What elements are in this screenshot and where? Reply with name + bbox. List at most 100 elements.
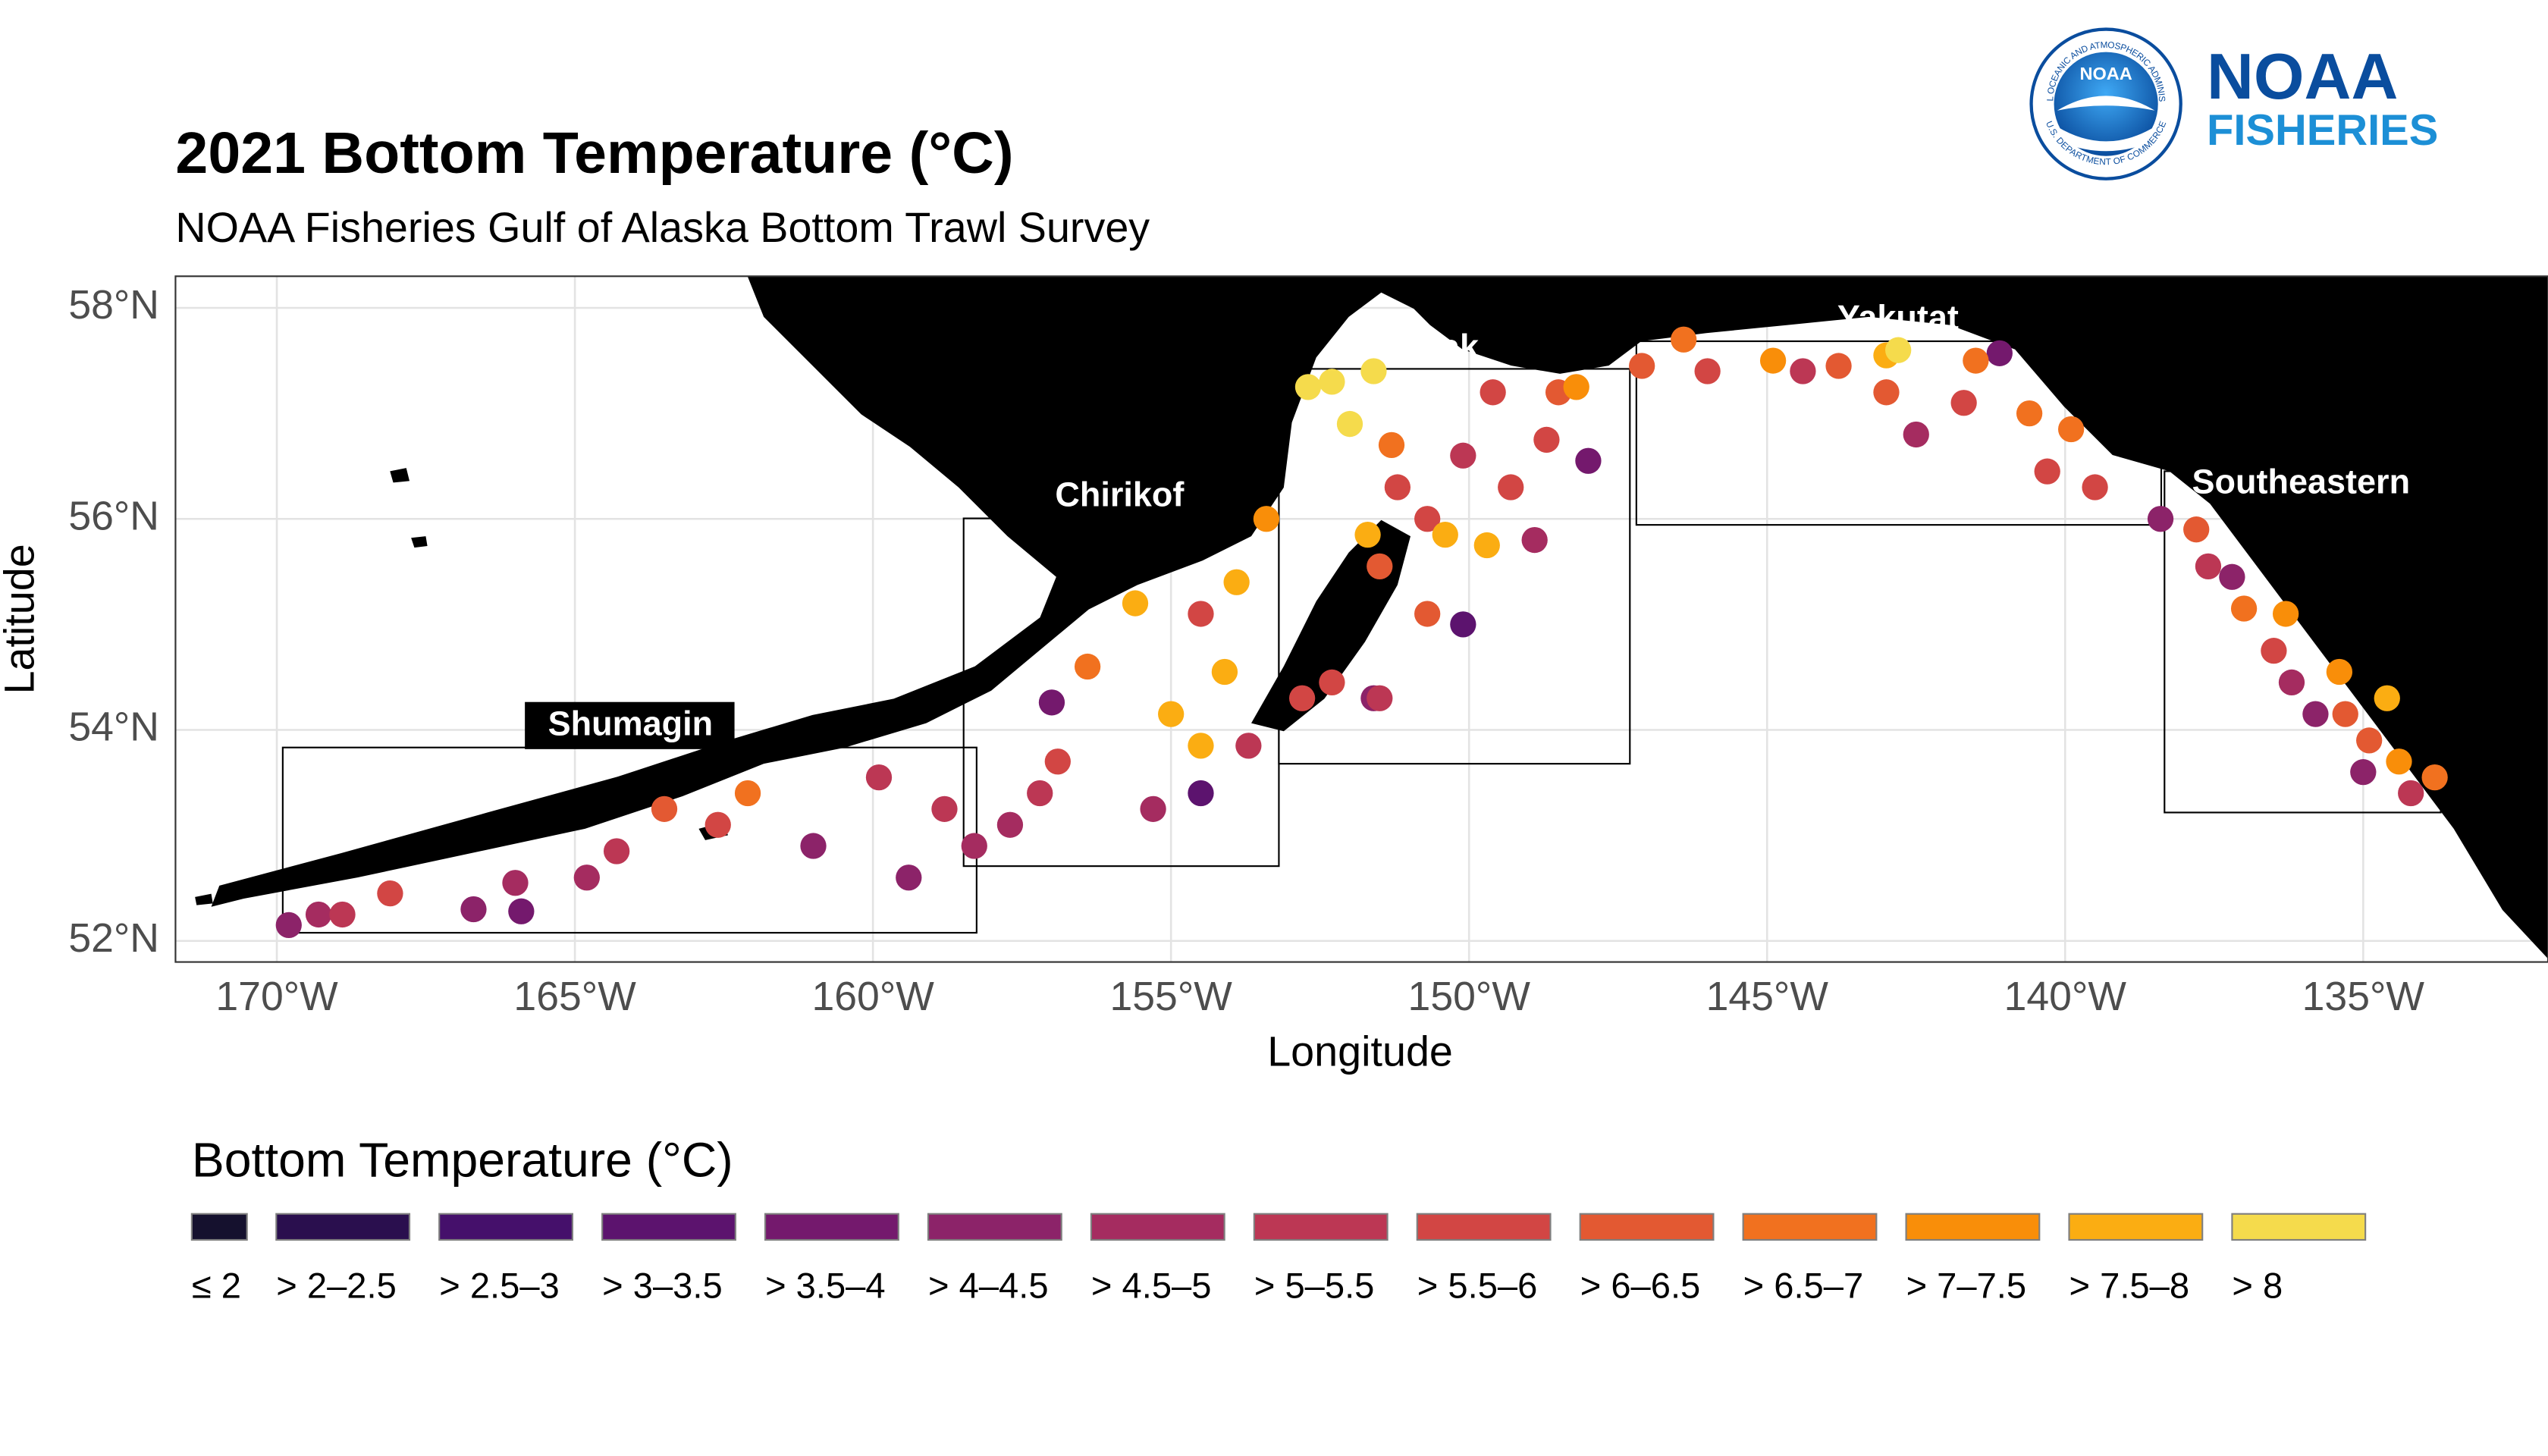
station-point	[2082, 474, 2108, 500]
station-point	[1253, 506, 1280, 532]
x-tick-label: 160°W	[811, 974, 934, 1019]
legend-label: > 4.5–5	[1091, 1266, 1212, 1306]
legend-label: > 2.5–3	[439, 1266, 560, 1306]
station-point	[734, 780, 761, 807]
y-tick-label: 52°N	[68, 916, 159, 961]
station-point	[1480, 379, 1506, 406]
station-point	[1158, 701, 1185, 727]
legend-label: > 6.5–7	[1743, 1266, 1864, 1306]
y-axis-title: Latitude	[0, 544, 43, 694]
station-point	[1563, 374, 1589, 400]
station-point	[1432, 521, 1458, 548]
station-point	[1074, 653, 1101, 680]
station-point	[1694, 358, 1721, 384]
legend-label: > 3–3.5	[602, 1266, 723, 1306]
station-point	[2261, 638, 2287, 664]
station-point	[1378, 431, 1405, 459]
station-point	[1319, 369, 1345, 395]
logo-wordmark: NOAA	[2207, 40, 2398, 113]
station-point	[2332, 701, 2358, 727]
station-point	[1038, 689, 1065, 716]
x-tick-label: 145°W	[1706, 974, 1829, 1019]
station-point	[1414, 601, 1441, 627]
legend-swatch	[1905, 1213, 2041, 1241]
legend: ≤ 2 > 2–2.5 > 2.5–3 > 3–3.5 > 3.5–4 > 4–4.5 > …	[190, 1213, 2367, 1306]
land-mainland	[211, 276, 2548, 959]
region-labels: Shumagin Chirikof Kodiak Yakutat Southeaster…	[525, 298, 2410, 749]
station-point	[2195, 553, 2222, 580]
station-point	[2326, 658, 2353, 686]
station-point	[1903, 421, 1929, 448]
legend-label: > 6–6.5	[1580, 1266, 1701, 1306]
station-point	[1533, 426, 1560, 453]
station-point	[1950, 390, 1977, 416]
x-axis-title: Longitude	[1267, 1028, 1453, 1075]
land-island	[411, 536, 428, 548]
legend-label: ≤ 2	[192, 1266, 241, 1306]
region-box	[2164, 470, 2442, 814]
station-point	[1294, 374, 1322, 400]
station-point	[1360, 358, 1387, 384]
station-point	[896, 864, 922, 891]
region-label: Chirikof	[1055, 475, 1185, 514]
station-point	[1825, 353, 1852, 379]
x-tick-label: 135°W	[2302, 974, 2425, 1019]
region-label: Southeastern	[2192, 462, 2411, 500]
legend-swatch	[438, 1213, 573, 1241]
legend-swatch	[1253, 1213, 1389, 1241]
region-box	[1278, 368, 1631, 765]
station-point	[2278, 669, 2305, 696]
land-island	[195, 893, 213, 905]
seal-ring-top: NATIONAL OCEANIC AND ATMOSPHERIC ADMINIS…	[0, 0, 2167, 102]
station-point	[1963, 347, 1989, 374]
y-tick-label: 58°N	[68, 283, 159, 328]
station-point	[502, 870, 529, 896]
logo-subtitle: FISHERIES	[2207, 106, 2438, 155]
legend-label: > 3.5–4	[765, 1266, 886, 1306]
station-point	[800, 833, 827, 859]
station-point	[2057, 416, 2085, 443]
region-label: Yakutat	[1837, 298, 1959, 337]
seal-text: NOAA	[2079, 64, 2132, 83]
station-point	[1223, 569, 1250, 595]
station-point	[931, 795, 958, 822]
station-point	[2386, 748, 2412, 775]
legend-swatch	[1742, 1213, 1878, 1241]
station-point	[508, 898, 535, 924]
station-point	[1450, 442, 1476, 469]
station-point	[2350, 759, 2377, 786]
station-point	[2034, 458, 2060, 485]
station-point	[573, 864, 600, 891]
station-point	[1122, 590, 1149, 617]
legend-swatch	[927, 1213, 1062, 1241]
legend-swatch	[1416, 1213, 1552, 1241]
station-point	[603, 838, 630, 864]
station-point	[1336, 410, 1363, 438]
station-point	[865, 764, 893, 791]
land-island	[390, 468, 410, 483]
station-point	[2016, 400, 2043, 427]
station-point	[1188, 733, 1214, 759]
station-point	[996, 811, 1024, 838]
plot-border	[174, 275, 2548, 963]
region-label-background	[525, 701, 735, 749]
legend-swatch	[601, 1213, 736, 1241]
legend-title: Bottom Temperature (°C)	[192, 1132, 733, 1187]
y-tick-label: 56°N	[68, 494, 159, 538]
station-point	[1384, 474, 1411, 500]
x-tick-label: 150°W	[1408, 974, 1531, 1019]
station-point	[2421, 764, 2448, 791]
station-point	[2272, 601, 2299, 627]
axis-layer: 170°W 165°W 160°W 155°W 150°W 145°W 140°W 135°W…	[68, 283, 2424, 1019]
station-point	[1354, 521, 1381, 548]
station-point	[1986, 340, 2013, 366]
station-point	[377, 880, 403, 907]
station-point	[2356, 727, 2383, 754]
legend-swatch	[764, 1213, 899, 1241]
station-point	[1211, 658, 1238, 686]
station-point	[2147, 506, 2174, 532]
seal-wave	[2057, 127, 2155, 152]
legend-swatch	[275, 1213, 411, 1241]
legend-label: > 5–5.5	[1254, 1266, 1375, 1306]
